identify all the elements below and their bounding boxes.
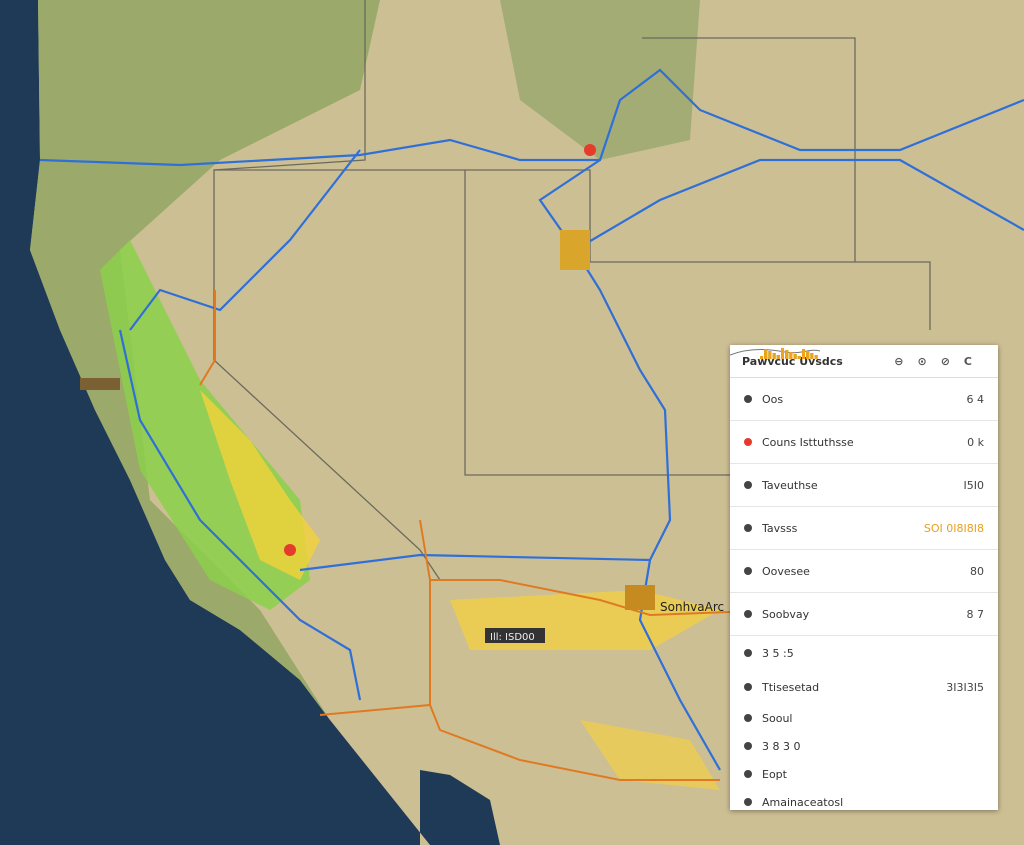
panel-row[interactable]: Tavsss SOI 0I8I8I8 [730, 507, 998, 550]
row-label: Taveuthse [762, 478, 818, 492]
row-value: I5I0 [963, 478, 985, 492]
panel-row[interactable]: Oovesee 80 [730, 550, 998, 593]
row-value: 8 7 [966, 607, 985, 621]
panel-row[interactable]: Couns Isttuthsse 0 k [730, 421, 998, 464]
row-value: 6 4 [966, 392, 985, 406]
row-label: Couns Isttuthsse [762, 435, 854, 449]
info-panel: Pawvcuc Uvsdcs ⊖⊙⊘C Oos 6 4 Couns Isttuthss… [730, 345, 998, 810]
panel-icons[interactable]: ⊖⊙⊘C [894, 354, 986, 368]
row-value: 80 [970, 564, 984, 578]
row-value: SOI 0I8I8I8 [923, 521, 984, 535]
row-icon [744, 524, 752, 532]
row-icon [744, 742, 752, 750]
row-icon [744, 610, 752, 618]
sparkline [730, 348, 820, 356]
panel-row[interactable]: Soobvay 8 7 [730, 593, 998, 636]
row-value: 0 k [967, 435, 984, 449]
row-icon [744, 438, 752, 446]
row-label: Tavsss [762, 521, 798, 535]
map-label: Ill: ISD00 [490, 632, 535, 643]
panel-row[interactable]: Amainaceatosl [730, 348, 998, 816]
panel-row[interactable]: Taveuthse I5I0 [730, 464, 998, 507]
row-icon [744, 649, 752, 657]
row-label: 3 8 3 0 [762, 739, 801, 753]
map-label: SonhvaArc [660, 600, 724, 614]
panel-row[interactable]: Ttisesetad 3I3I3I5 [730, 670, 998, 704]
row-icon [744, 714, 752, 722]
row-label: Sooul [762, 711, 793, 725]
panel-title: Pawvcuc Uvsdcs [742, 354, 843, 368]
row-icon [744, 770, 752, 778]
panel-row[interactable]: Oos 6 4 [730, 378, 998, 421]
panel-row[interactable]: 3 8 3 0 [730, 348, 998, 760]
row-label: Ttisesetad [762, 680, 820, 694]
row-label: Eopt [762, 767, 787, 781]
row-label: Oos [762, 392, 784, 406]
row-icon [744, 395, 752, 403]
row-value: 3I3I3I5 [946, 680, 984, 694]
sparkline [760, 348, 818, 359]
panel-row[interactable]: Sooul [730, 348, 998, 732]
row-label: Amainaceatosl [762, 795, 844, 809]
panel-row[interactable]: 3 5 :5 [730, 348, 998, 670]
row-label: Oovesee [762, 564, 810, 578]
row-icon [744, 481, 752, 489]
row-icon [744, 683, 752, 691]
row-icon [744, 798, 752, 806]
row-icon [744, 567, 752, 575]
row-label: Soobvay [762, 607, 810, 621]
row-label: 3 5 :5 [762, 646, 794, 660]
panel-row[interactable]: Eopt [730, 348, 998, 788]
